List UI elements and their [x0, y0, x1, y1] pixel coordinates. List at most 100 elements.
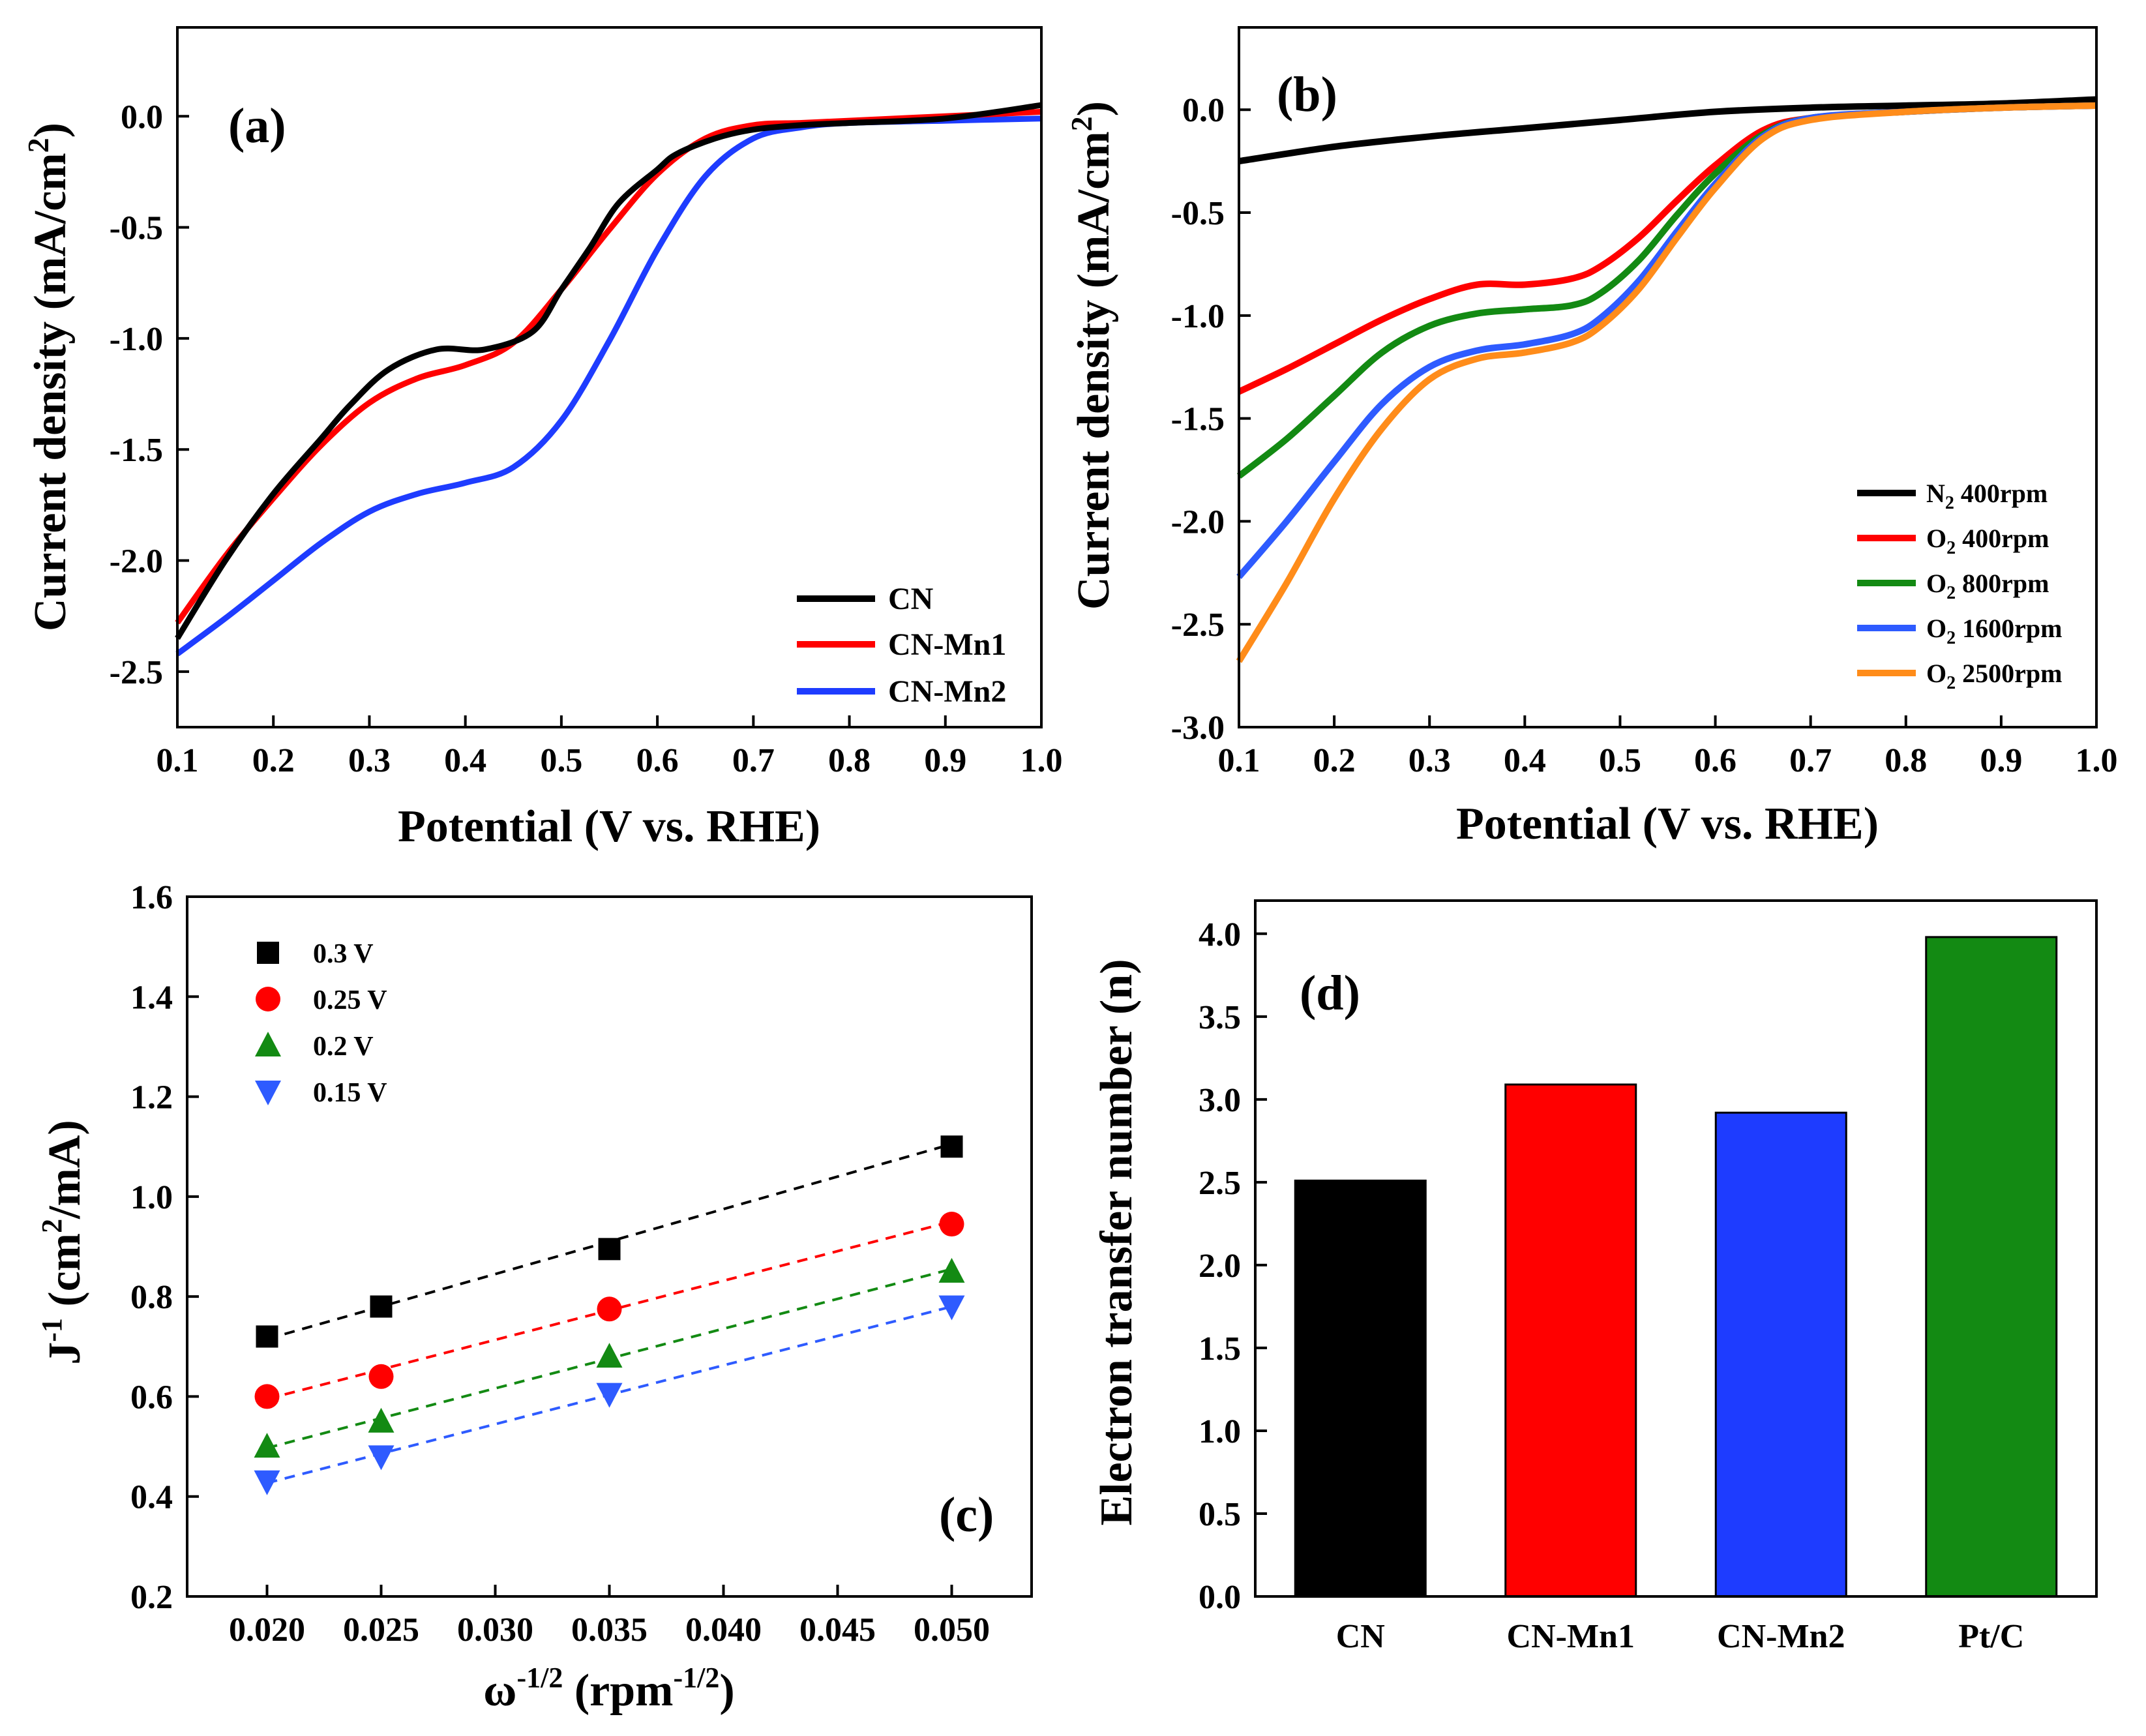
x-tick-label: 0.4: [444, 742, 486, 779]
panel-d-label: (d): [1300, 966, 1360, 1021]
y-tick-label: 2.5: [1199, 1165, 1241, 1202]
panel-d-y-title: Electron transfer number (n): [1092, 959, 1142, 1525]
panel-a-xticks: 0.1 0.2 0.3 0.4 0.5 0.6 0.7 0.8 0.9 1.0: [156, 715, 1063, 779]
legend-label-cn-mn2: CN-Mn2: [888, 674, 1006, 709]
y-tick-label: -1.0: [1171, 298, 1225, 335]
panel-a-y-title-main: Current density (mA/cm: [25, 153, 76, 631]
x-tick-label: 0.5: [1599, 742, 1641, 779]
y-tick-label: 1.0: [1199, 1413, 1241, 1450]
data-point: [255, 1032, 281, 1056]
legend-sub: 2: [1946, 673, 1956, 693]
x-tick-label: 0.2: [1313, 742, 1356, 779]
x-tick-label: 0.3: [1408, 742, 1451, 779]
panel-a-legend: CN CN-Mn1 CN-Mn2: [797, 582, 1006, 709]
legend-sub: 2: [1945, 493, 1954, 513]
panel-a-x-title: Potential (V vs. RHE): [398, 801, 820, 852]
y-tick-label: 0.8: [130, 1279, 173, 1316]
y-tick-label: -3.0: [1171, 710, 1225, 747]
panel-c-y-title-sup2: 2: [36, 1219, 68, 1233]
legend-label-cn-mn1: CN-Mn1: [888, 627, 1006, 662]
legend-gas: O: [1926, 614, 1946, 643]
panel-c-xticks: 0.020 0.025 0.030 0.035 0.040 0.045 0.050: [229, 1585, 990, 1649]
panel-c-y-title: J-1 (cm2/mA): [36, 1120, 90, 1364]
legend-label-cn: CN: [888, 582, 934, 616]
y-tick-label: 0.2: [130, 1579, 173, 1616]
x-category-label: CN: [1336, 1618, 1385, 1655]
series-line-n2-400rpm: [1238, 96, 2097, 165]
data-point: [255, 1081, 281, 1105]
panel-b-y-title-end: ): [1069, 101, 1119, 116]
legend-rest: 2500rpm: [1956, 659, 2062, 688]
y-tick-label: -1.5: [110, 432, 163, 469]
panel-c-x-title-sup: -1/2: [516, 1662, 563, 1694]
panel-c-legend: 0.3 V 0.25 V 0.2 V 0.15 V: [255, 939, 387, 1108]
panel-d: CN CN-Mn1 CN-Mn2 Pt/C 0.0 0.5 1.0 1.5 2.0 2.5 3.0…: [1092, 899, 2098, 1655]
x-tick-label: 0.050: [914, 1611, 990, 1649]
data-point: [596, 1343, 623, 1368]
y-tick-label: -1.5: [1171, 401, 1225, 438]
panel-d-frame: [1254, 899, 2098, 1598]
panel-b-frame: [1238, 26, 2098, 728]
legend-label: 0.3 V: [313, 939, 374, 969]
panel-b-x-title: Potential (V vs. RHE): [1456, 799, 1879, 849]
x-tick-label: 0.7: [732, 742, 775, 779]
data-point: [254, 1470, 280, 1495]
y-tick-label: 1.2: [130, 1079, 173, 1116]
data-point: [256, 987, 280, 1011]
data-point: [938, 1257, 965, 1283]
x-tick-label: 0.040: [685, 1611, 762, 1649]
x-tick-label: 0.1: [1218, 742, 1260, 779]
x-tick-label: 0.9: [924, 742, 966, 779]
legend-gas: O: [1926, 569, 1946, 598]
x-category-label: CN-Mn1: [1507, 1618, 1635, 1655]
x-category-label: Pt/C: [1958, 1618, 2024, 1655]
panel-d-bars: [1294, 936, 2058, 1598]
legend-label: N2 400rpm: [1926, 479, 2048, 513]
x-tick-label: 0.045: [799, 1611, 876, 1649]
y-tick-label: 3.0: [1199, 1082, 1241, 1119]
panel-b: 0.1 0.2 0.3 0.4 0.5 0.6 0.7 0.8 0.9 1.0 0.0 -0.5 -1…: [1065, 26, 2118, 849]
y-tick-label: 1.0: [130, 1179, 173, 1216]
panel-c-x-title-end: ): [719, 1666, 734, 1716]
x-tick-label: 0.030: [457, 1611, 533, 1649]
y-tick-label: -2.5: [110, 654, 163, 691]
bar-pt-c: [1925, 936, 2058, 1598]
y-tick-label: 3.5: [1199, 999, 1241, 1036]
data-point: [257, 942, 279, 964]
panel-d-xticks: CN CN-Mn1 CN-Mn2 Pt/C: [1336, 1618, 2025, 1655]
y-tick-label: 0.0: [1199, 1579, 1241, 1616]
panel-a-y-title: Current density (mA/cm2): [22, 123, 76, 631]
data-point: [939, 1212, 964, 1237]
panel-a-yticks: 0.0 -0.5 -1.0 -1.5 -2.0 -2.5: [110, 98, 189, 691]
y-tick-label: 1.6: [130, 879, 173, 916]
data-point: [256, 1325, 278, 1348]
data-point: [254, 1384, 280, 1409]
data-point: [940, 1135, 963, 1158]
panel-b-y-title-main: Current density (mA/cm: [1069, 131, 1119, 610]
panel-c-series: [254, 1135, 965, 1495]
panel-b-label: (b): [1277, 67, 1337, 122]
y-tick-label: 4.0: [1199, 916, 1241, 953]
legend-label: 0.25 V: [313, 985, 387, 1015]
y-tick-label: 1.5: [1199, 1330, 1241, 1368]
y-tick-label: 0.5: [1199, 1496, 1241, 1533]
x-tick-label: 0.8: [1885, 742, 1927, 779]
data-point: [370, 1295, 393, 1318]
x-tick-label: 0.1: [156, 742, 199, 779]
y-tick-label: -2.5: [1171, 606, 1225, 644]
panel-a: 0.1 0.2 0.3 0.4 0.5 0.6 0.7 0.8 0.9 1.0 0.0 -0.5 -1…: [22, 26, 1063, 852]
legend-label: O2 800rpm: [1926, 569, 2049, 603]
legend-gas: N: [1926, 479, 1945, 508]
legend-label: 0.2 V: [313, 1032, 374, 1062]
panel-c-y-title-end: /mA): [40, 1120, 90, 1220]
series-line-o2-2500rpm: [1236, 102, 2097, 663]
legend-gas: O: [1926, 524, 1946, 553]
legend-sub: 2: [1946, 583, 1956, 603]
panel-c-x-title-omega: ω: [483, 1666, 516, 1716]
x-tick-label: 1.0: [2076, 742, 2118, 779]
bar-cn-mn1: [1504, 1083, 1637, 1598]
panel-c-x-title-mid: (rpm: [563, 1666, 673, 1716]
legend-rest: 800rpm: [1956, 569, 2049, 598]
